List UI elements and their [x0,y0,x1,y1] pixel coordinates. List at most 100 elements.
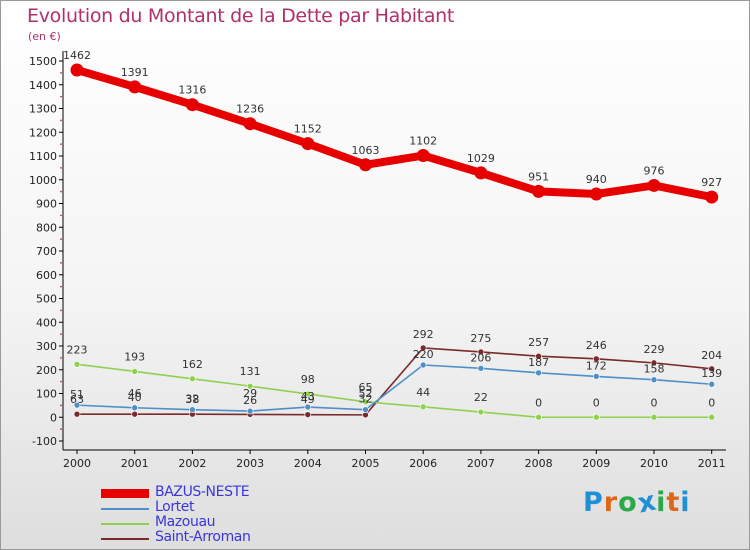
y-tick-label: -100 [32,435,57,448]
legend-label: BAZUS-NESTE [155,484,250,500]
series-line [76,364,713,412]
y-tick-label: 1300 [29,103,57,116]
data-point [189,406,196,413]
logo-letter: o [618,487,638,518]
y-minor-tick [60,95,62,98]
data-point [535,352,542,360]
x-tick-label: 2000 [63,457,91,470]
data-point [708,380,716,388]
data-point [73,401,81,409]
data-point [301,137,315,151]
y-minor-tick [60,309,62,312]
data-point [128,80,142,94]
y-tick-label: 800 [36,221,57,234]
data-point [708,365,716,373]
series-bazus-neste: 1462 1391 1316 1236 1152 1063 1102 1029 951 940 97… [63,49,722,204]
x-tick-label: 2003 [236,457,264,470]
data-point [304,411,312,418]
data-label: 51 [70,388,84,401]
data-point [474,166,488,180]
data-point [419,344,427,352]
y-minor-tick [60,261,62,264]
y-tick-label: 1500 [29,55,57,68]
data-label: 43 [301,390,315,403]
data-label: 0 [651,396,658,409]
logo-letter: r [603,487,619,518]
y-minor-tick [60,380,62,383]
x-tick-label: 2006 [409,457,437,470]
y-tick-label: 0 [50,411,57,424]
data-label: 1029 [467,152,495,165]
data-label: 38 [185,393,199,406]
legend-swatch [101,489,149,498]
data-label: 46 [128,387,142,400]
x-tick-label: 2002 [178,457,206,470]
y-tick-label: 400 [36,316,57,329]
data-label: 32 [185,393,199,406]
y-minor-tick [60,404,62,407]
x-tick-label: 2010 [640,457,668,470]
data-label: 40 [128,391,142,404]
x-tick-label: 2008 [525,457,553,470]
data-label: 0 [708,396,715,409]
data-label: 940 [586,173,607,186]
data-point [708,413,716,421]
proxiti-logo: Proxiti [583,485,691,519]
y-minor-tick [60,143,62,146]
data-label: 1063 [352,144,380,157]
y-minor-tick [60,71,62,74]
data-label: 206 [470,351,491,364]
data-point [246,407,254,415]
y-tick-label: 1400 [29,79,57,92]
x-tick-label: 2007 [467,457,495,470]
data-point [535,413,542,421]
data-label: 26 [243,394,257,407]
y-tick-label: 600 [36,269,57,282]
y-tick-label: 900 [36,198,57,211]
data-label: 98 [301,373,315,386]
data-point [419,403,427,411]
series-saint-arroman: 63 46 38 29 49 52 292 275 257 246 229 204 [70,328,722,419]
data-label: 275 [470,332,491,345]
data-point [535,369,542,377]
data-point [650,413,658,421]
data-label: 131 [240,365,261,378]
legend-label: Lortet [155,499,195,515]
data-point [131,410,138,418]
y-tick-label: 1000 [29,174,57,187]
data-label: 246 [586,339,607,352]
data-label: 29 [243,387,257,400]
y-minor-tick [60,238,62,241]
series-line [76,363,713,419]
data-label: 1462 [63,49,91,62]
data-label: 0 [535,396,542,409]
data-point [304,403,312,411]
y-tick-label: 700 [36,245,57,258]
data-point [705,190,719,204]
data-label: 193 [124,350,145,363]
y-tick-label: 1100 [29,150,57,163]
data-point [243,117,257,131]
data-label: 976 [644,164,665,177]
logo-letter: t [666,487,681,518]
y-axis-unit-label: (en €) [28,30,61,43]
data-label: 49 [301,393,315,406]
data-label: 223 [67,343,88,356]
series-line [73,66,716,202]
data-label: 1236 [236,103,264,116]
data-point [189,375,196,383]
logo-letter: P [583,487,604,518]
data-point [592,355,600,363]
legend-swatch [101,538,149,540]
data-point [73,360,81,368]
data-point [131,368,138,375]
series-line [76,347,713,416]
data-point [419,361,427,369]
y-minor-tick [60,428,62,431]
y-minor-tick [60,285,62,288]
x-tick-label: 2001 [121,457,149,470]
data-point [362,406,369,413]
legend-label: Mazouau [155,514,216,530]
